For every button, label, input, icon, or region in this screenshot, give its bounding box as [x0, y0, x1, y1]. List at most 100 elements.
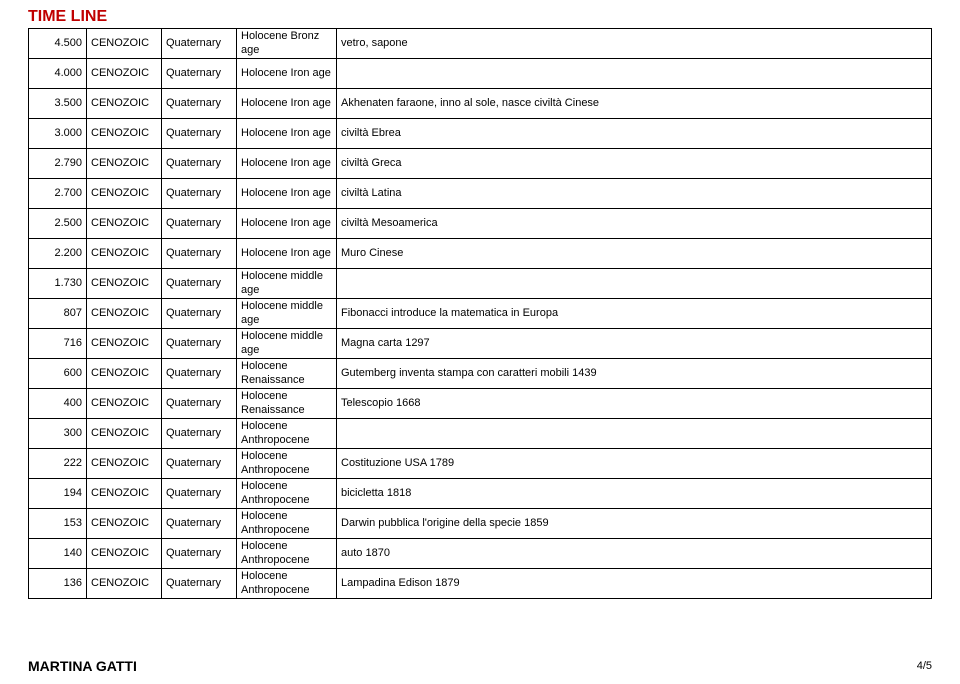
cell-event: Darwin pubblica l'origine della specie 1… [337, 509, 932, 539]
cell-event: Lampadina Edison 1879 [337, 569, 932, 599]
footer-page: 4/5 [917, 660, 932, 672]
cell-period: Quaternary [162, 389, 237, 419]
cell-epoch: Holocene Anthropocene [237, 419, 337, 449]
cell-time: 4.000 [29, 59, 87, 89]
cell-epoch: Holocene Anthropocene [237, 539, 337, 569]
cell-event: civiltà Ebrea [337, 119, 932, 149]
cell-event: auto 1870 [337, 539, 932, 569]
cell-event: Gutemberg inventa stampa con caratteri m… [337, 359, 932, 389]
cell-period: Quaternary [162, 269, 237, 299]
cell-era: CENOZOIC [87, 29, 162, 59]
cell-time: 3.000 [29, 119, 87, 149]
cell-event: Magna carta 1297 [337, 329, 932, 359]
cell-era: CENOZOIC [87, 179, 162, 209]
cell-period: Quaternary [162, 479, 237, 509]
cell-era: CENOZOIC [87, 119, 162, 149]
cell-period: Quaternary [162, 119, 237, 149]
cell-period: Quaternary [162, 569, 237, 599]
table-row: 140CENOZOICQuaternaryHolocene Anthropoce… [29, 539, 932, 569]
cell-event: Akhenaten faraone, inno al sole, nasce c… [337, 89, 932, 119]
cell-epoch: Holocene middle age [237, 329, 337, 359]
table-row: 1.730CENOZOICQuaternaryHolocene middle a… [29, 269, 932, 299]
cell-time: 400 [29, 389, 87, 419]
cell-period: Quaternary [162, 299, 237, 329]
cell-time: 153 [29, 509, 87, 539]
page-title: TIME LINE [28, 8, 932, 26]
cell-time: 136 [29, 569, 87, 599]
cell-time: 3.500 [29, 89, 87, 119]
cell-era: CENOZOIC [87, 209, 162, 239]
table-row: 600CENOZOICQuaternaryHolocene Renaissanc… [29, 359, 932, 389]
cell-period: Quaternary [162, 329, 237, 359]
cell-epoch: Holocene Renaissance [237, 389, 337, 419]
cell-era: CENOZOIC [87, 569, 162, 599]
cell-era: CENOZOIC [87, 479, 162, 509]
cell-era: CENOZOIC [87, 239, 162, 269]
table-row: 4.000CENOZOICQuaternaryHolocene Iron age [29, 59, 932, 89]
cell-era: CENOZOIC [87, 149, 162, 179]
cell-epoch: Holocene Iron age [237, 179, 337, 209]
cell-time: 194 [29, 479, 87, 509]
table-row: 222CENOZOICQuaternaryHolocene Anthropoce… [29, 449, 932, 479]
cell-era: CENOZOIC [87, 539, 162, 569]
table-row: 3.000CENOZOICQuaternaryHolocene Iron age… [29, 119, 932, 149]
cell-time: 600 [29, 359, 87, 389]
cell-epoch: Holocene Anthropocene [237, 479, 337, 509]
table-row: 716CENOZOICQuaternaryHolocene middle age… [29, 329, 932, 359]
cell-time: 4.500 [29, 29, 87, 59]
cell-epoch: Holocene Renaissance [237, 359, 337, 389]
cell-era: CENOZOIC [87, 269, 162, 299]
table-row: 194CENOZOICQuaternaryHolocene Anthropoce… [29, 479, 932, 509]
table-row: 2.200CENOZOICQuaternaryHolocene Iron age… [29, 239, 932, 269]
table-row: 2.700CENOZOICQuaternaryHolocene Iron age… [29, 179, 932, 209]
cell-era: CENOZOIC [87, 389, 162, 419]
footer-author: MARTINA GATTI [28, 658, 137, 674]
timeline-table: 4.500CENOZOICQuaternaryHolocene Bronz ag… [28, 28, 932, 599]
cell-period: Quaternary [162, 29, 237, 59]
cell-era: CENOZOIC [87, 359, 162, 389]
table-row: 3.500CENOZOICQuaternaryHolocene Iron age… [29, 89, 932, 119]
cell-epoch: Holocene Anthropocene [237, 569, 337, 599]
cell-period: Quaternary [162, 59, 237, 89]
cell-time: 140 [29, 539, 87, 569]
cell-epoch: Holocene Iron age [237, 119, 337, 149]
cell-time: 2.790 [29, 149, 87, 179]
cell-period: Quaternary [162, 239, 237, 269]
cell-period: Quaternary [162, 179, 237, 209]
cell-period: Quaternary [162, 509, 237, 539]
table-row: 136CENOZOICQuaternaryHolocene Anthropoce… [29, 569, 932, 599]
table-row: 300CENOZOICQuaternaryHolocene Anthropoce… [29, 419, 932, 449]
cell-period: Quaternary [162, 209, 237, 239]
cell-time: 807 [29, 299, 87, 329]
cell-epoch: Holocene Iron age [237, 59, 337, 89]
cell-epoch: Holocene Iron age [237, 149, 337, 179]
cell-epoch: Holocene Anthropocene [237, 509, 337, 539]
cell-period: Quaternary [162, 419, 237, 449]
cell-era: CENOZOIC [87, 299, 162, 329]
table-row: 2.790CENOZOICQuaternaryHolocene Iron age… [29, 149, 932, 179]
cell-period: Quaternary [162, 449, 237, 479]
cell-era: CENOZOIC [87, 329, 162, 359]
cell-event: Costituzione USA 1789 [337, 449, 932, 479]
cell-time: 300 [29, 419, 87, 449]
cell-epoch: Holocene Anthropocene [237, 449, 337, 479]
cell-time: 716 [29, 329, 87, 359]
cell-time: 2.500 [29, 209, 87, 239]
cell-event [337, 59, 932, 89]
cell-time: 222 [29, 449, 87, 479]
table-row: 153CENOZOICQuaternaryHolocene Anthropoce… [29, 509, 932, 539]
cell-event: bicicletta 1818 [337, 479, 932, 509]
cell-event: Telescopio 1668 [337, 389, 932, 419]
cell-event [337, 269, 932, 299]
cell-epoch: Holocene middle age [237, 269, 337, 299]
cell-event: civiltà Mesoamerica [337, 209, 932, 239]
table-row: 4.500CENOZOICQuaternaryHolocene Bronz ag… [29, 29, 932, 59]
cell-era: CENOZOIC [87, 449, 162, 479]
cell-period: Quaternary [162, 149, 237, 179]
cell-era: CENOZOIC [87, 59, 162, 89]
cell-event: vetro, sapone [337, 29, 932, 59]
cell-period: Quaternary [162, 359, 237, 389]
cell-time: 2.200 [29, 239, 87, 269]
cell-period: Quaternary [162, 89, 237, 119]
cell-era: CENOZOIC [87, 509, 162, 539]
